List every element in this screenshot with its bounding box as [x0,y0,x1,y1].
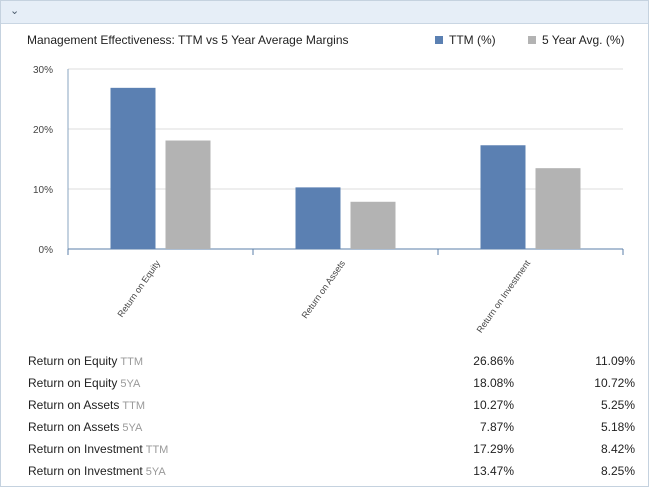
table-row: Return on Equity TTM 26.86% 11.09% [1,351,649,373]
row-label: Return on Investment TTM [28,442,168,456]
row-metric: Return on Investment [28,442,143,456]
row-metric: Return on Assets [28,420,120,434]
y-tick-label: 30% [33,65,53,76]
chart-title: Management Effectiveness: TTM vs 5 Year … [27,33,349,47]
table-row: Return on Equity 5YA 18.08% 10.72% [1,373,649,395]
x-category-label: Return on Assets [300,258,348,320]
legend-swatch-5-year-avg [528,36,536,44]
bar-5-year-avg [165,140,211,249]
row-period-tag: TTM [122,400,145,412]
y-tick-label: 10% [33,185,53,196]
row-label: Return on Assets TTM [28,398,145,412]
legend-item-ttm[interactable]: TTM (%) [435,33,496,47]
row-value-2: 8.25% [600,464,635,478]
row-value-2: 5.18% [600,420,635,434]
table-row: Return on Assets 5YA 7.87% 5.18% [1,417,649,439]
legend-swatch-ttm [435,36,443,44]
row-metric: Return on Assets [28,398,120,412]
bar-5-year-avg [350,201,396,249]
row-value-1: 17.29% [473,442,514,456]
row-period-tag: TTM [120,356,143,368]
table-row: Return on Assets TTM 10.27% 5.25% [1,395,649,417]
row-value-2: 8.42% [600,442,635,456]
x-category-label: Return on Equity [115,258,162,319]
row-period-tag: 5YA [145,466,166,478]
row-value-1: 7.87% [479,420,514,434]
row-period-tag: 5YA [122,422,143,434]
row-value-1: 18.08% [473,376,514,390]
row-period-tag: TTM [145,444,169,456]
row-value-2: 5.25% [600,398,635,412]
bar-5-year-avg [535,168,581,249]
bar-ttm [295,187,341,249]
row-label: Return on Equity TTM [28,354,143,368]
panel-header: ⌄ [1,1,648,24]
row-period-tag: 5YA [120,378,141,390]
legend-label-5-year-avg: 5 Year Avg. (%) [542,33,625,47]
data-table: Return on Equity TTM 26.86% 11.09% Return… [1,351,649,483]
bar-ttm [110,87,156,249]
legend-label-ttm: TTM (%) [449,33,496,47]
y-tick-label: 0% [39,245,54,256]
row-value-1: 26.86% [473,354,514,368]
table-row: Return on Investment TTM 17.29% 8.42% [1,439,649,461]
row-value-2: 11.09% [595,354,635,368]
row-value-2: 10.72% [594,376,635,390]
row-metric: Return on Equity [28,354,118,368]
chevron-down-icon[interactable]: ⌄ [10,5,20,17]
row-metric: Return on Equity [28,376,118,390]
row-label: Return on Equity 5YA [28,376,140,390]
row-label: Return on Investment 5YA [28,464,166,478]
x-category-label: Return on Investment [475,258,533,335]
legend-item-5-year-avg[interactable]: 5 Year Avg. (%) [528,33,625,47]
row-metric: Return on Investment [28,464,143,478]
row-value-1: 10.27% [473,398,514,412]
row-value-1: 13.47% [473,464,514,478]
bar-chart: 0% 10% 20% 30% Return on Equity Return on Ass… [33,65,624,335]
bar-ttm [480,145,526,249]
y-tick-label: 20% [33,125,53,136]
table-row: Return on Investment 5YA 13.47% 8.25% [1,461,649,483]
row-label: Return on Assets 5YA [28,420,142,434]
